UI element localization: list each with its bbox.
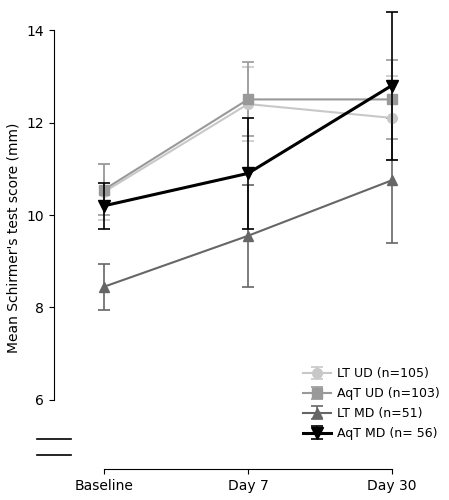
Legend: LT UD (n=105), AqT UD (n=103), LT MD (n=51), AqT MD (n= 56): LT UD (n=105), AqT UD (n=103), LT MD (n=… <box>303 368 440 440</box>
Y-axis label: Mean Schirmer's test score (mm): Mean Schirmer's test score (mm) <box>7 123 21 354</box>
